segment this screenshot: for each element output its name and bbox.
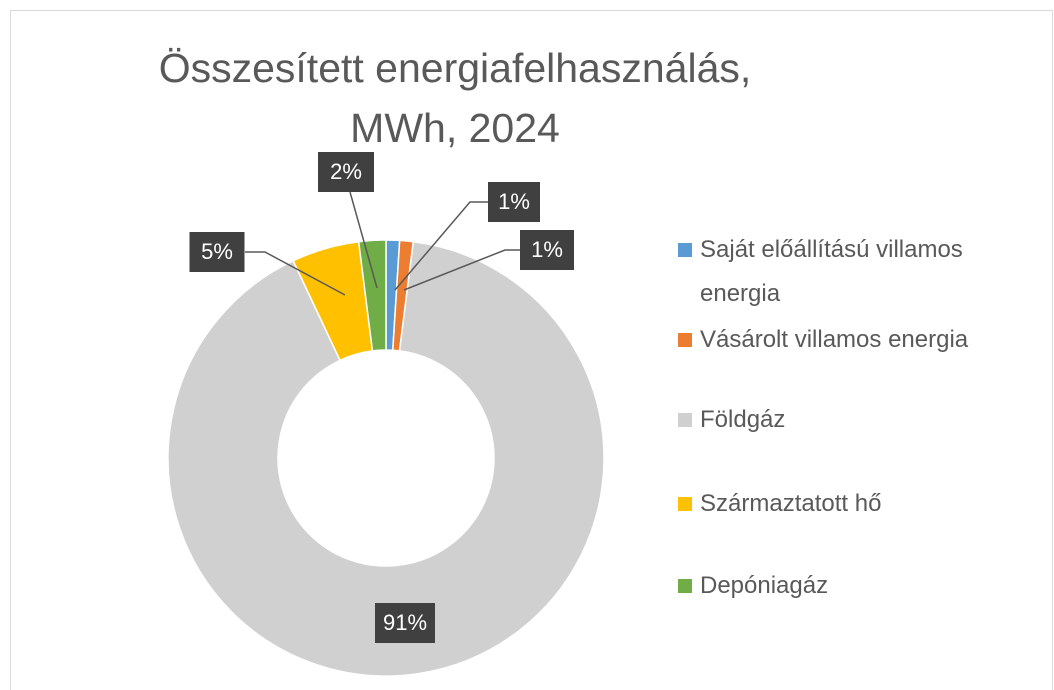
- leader-line: [403, 249, 520, 291]
- legend-swatch: [678, 579, 692, 593]
- legend-item: Vásárolt villamos energia: [678, 318, 1040, 362]
- leader-line: [349, 191, 378, 289]
- donut-slice: [357, 239, 387, 352]
- data-label: 1%: [531, 237, 563, 262]
- data-label: 2%: [330, 159, 362, 184]
- legend-item: Földgáz: [678, 398, 1040, 442]
- legend-item: Saját előállítású villamos energia: [678, 228, 1040, 316]
- legend-label: Vásárolt villamos energia: [700, 326, 969, 353]
- data-label-box: [189, 232, 245, 272]
- data-label-box: [375, 603, 435, 643]
- data-label-box: [318, 152, 374, 192]
- legend-item: Depóniagáz: [678, 564, 1040, 608]
- leader-line: [394, 201, 488, 291]
- legend-swatch: [678, 413, 692, 427]
- legend-item: Származtatott hő: [678, 482, 1040, 526]
- chart-frame: [10, 10, 1053, 690]
- legend-label: Depóniagáz: [700, 572, 829, 599]
- legend-swatch: [678, 333, 692, 347]
- chart-title: Összesített energiafelhasználás, MWh, 20…: [158, 45, 752, 151]
- legend-label: Saját előállítású villamos energia: [700, 236, 963, 307]
- donut-slice: [167, 240, 605, 677]
- data-label-box: [488, 182, 540, 222]
- legend-label: Származtatott hő: [700, 490, 882, 517]
- data-label: 91%: [383, 610, 427, 635]
- data-label: 5%: [201, 239, 233, 264]
- legend-label: Földgáz: [700, 406, 786, 433]
- legend-swatch: [678, 243, 692, 257]
- leader-line: [245, 251, 346, 296]
- data-label: 1%: [498, 189, 530, 214]
- data-label-box: [520, 230, 574, 270]
- legend-swatch: [678, 497, 692, 511]
